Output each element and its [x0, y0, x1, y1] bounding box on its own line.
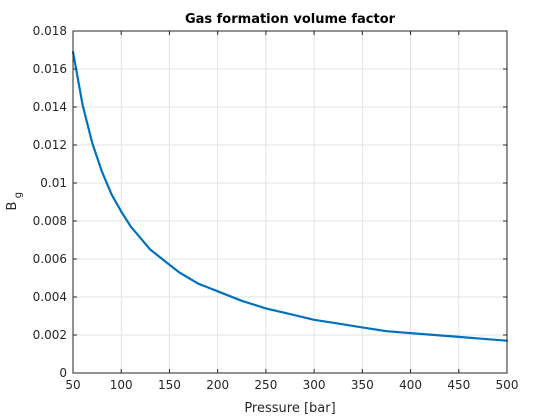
- x-tick-label: 450: [447, 378, 470, 392]
- x-tick-label: 350: [351, 378, 374, 392]
- plot-frame: [72, 30, 508, 374]
- y-tick-label: 0.018: [33, 24, 67, 38]
- x-tick-label: 150: [158, 378, 181, 392]
- grid-layer: [73, 31, 507, 373]
- y-axis-label-subscript: g: [13, 192, 24, 198]
- tick-layer: 50 100 150 200 250 300 350 400 450 500 0 0.002 0.004…: [33, 24, 519, 392]
- y-tick-label: 0.014: [33, 100, 67, 114]
- x-tick-label: 200: [206, 378, 229, 392]
- y-axis-label: B: [5, 202, 20, 211]
- series-layer: [71, 50, 509, 342]
- chart-title: Gas formation volume factor: [185, 12, 396, 27]
- x-tick-label: 250: [254, 378, 277, 392]
- y-axis-label-group: B g: [5, 192, 24, 211]
- x-tick-label: 500: [496, 378, 519, 392]
- y-tick-label: 0.012: [33, 138, 67, 152]
- x-tick-label: 300: [303, 378, 326, 392]
- plot-background: [73, 31, 507, 373]
- series-line: [71, 50, 509, 342]
- x-tick-label: 50: [65, 378, 80, 392]
- y-tick-label: 0.01: [40, 176, 67, 190]
- y-tick-label: 0.016: [33, 62, 67, 76]
- y-tick-label: 0.008: [33, 214, 67, 228]
- x-tick-label: 100: [110, 378, 133, 392]
- y-tick-label: 0.002: [33, 328, 67, 342]
- y-tick-label: 0: [59, 366, 67, 380]
- y-tick-label: 0.004: [33, 290, 67, 304]
- x-axis-label: Pressure [bar]: [244, 401, 335, 416]
- x-tick-label: 400: [399, 378, 422, 392]
- y-tick-label: 0.006: [33, 252, 67, 266]
